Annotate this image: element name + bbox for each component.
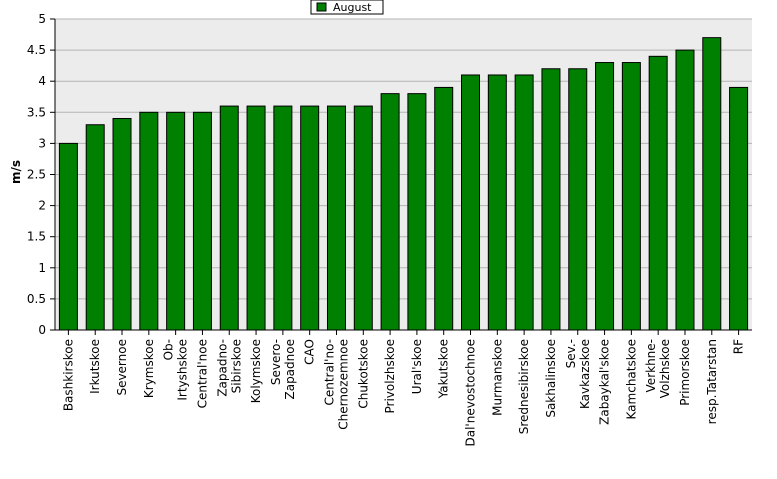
y-tick-label: 5 (38, 12, 46, 26)
bar (58, 142, 78, 331)
x-tick-label: Kolymskoe (249, 339, 263, 403)
bar (434, 86, 454, 331)
x-tick-label: Krymskoe (142, 339, 156, 398)
bar (166, 111, 186, 331)
x-tick-label: Dal'nevostochnoe (464, 339, 478, 447)
x-tick-label: Severo- (269, 339, 283, 385)
bar (595, 62, 615, 331)
x-tick-label: Murmanskoe (490, 339, 504, 416)
bar (675, 49, 695, 331)
bar (192, 111, 212, 331)
bar (326, 105, 346, 331)
x-tick-label: Chukotskoe (356, 339, 370, 409)
legend-label: August (333, 1, 372, 14)
y-tick-label: 4.5 (27, 43, 46, 57)
legend: August (310, 0, 384, 15)
bar (729, 86, 749, 331)
bar (139, 111, 159, 331)
x-tick-label: Srednesibirskoe (517, 339, 531, 434)
x-tick-label: Primorskoe (678, 339, 692, 406)
x-tick-label: Verkhne- (644, 339, 658, 392)
x-tick-label: Kavkazskoe (578, 339, 592, 409)
x-tick-label: Chernozemnoe (336, 339, 350, 430)
bar (300, 105, 320, 331)
y-tick-label: 3.5 (27, 105, 46, 119)
bar (112, 118, 132, 331)
bar (380, 93, 400, 331)
bar (487, 74, 507, 331)
y-tick-label: 1.5 (27, 230, 46, 244)
bar (353, 105, 373, 331)
bar (407, 93, 427, 331)
x-tick-label: Zabaykal'skoe (598, 339, 612, 425)
x-tick-label: Sibirskoe (229, 339, 243, 393)
y-tick-label: 4 (38, 74, 46, 88)
y-tick-labels: 0 0.5 1 1.5 2 2.5 3 3.5 4 4.5 5 (27, 12, 55, 337)
y-tick-label: 2 (38, 199, 46, 213)
y-tick-label: 3 (38, 136, 46, 150)
bar (702, 37, 722, 331)
bar (273, 105, 293, 331)
bar (648, 55, 668, 331)
x-tick-labels: Bashkirskoe Irkutskoe Severnoe Krymskoe Ob- I… (61, 330, 746, 447)
x-tick-label: RF (732, 339, 746, 354)
bar (514, 74, 534, 331)
legend-box (310, 0, 384, 15)
y-tick-label: 0.5 (27, 292, 46, 306)
bar (461, 74, 481, 331)
legend-swatch (316, 2, 327, 12)
y-tick-label: 1 (38, 261, 46, 275)
bar (621, 62, 641, 331)
x-tick-label: CAO (303, 339, 317, 365)
x-tick-label: Kamchatskoe (624, 339, 638, 419)
bar (219, 105, 239, 331)
x-tick-label: Sev.- (564, 339, 578, 368)
x-tick-label: Yakutskoe (437, 339, 451, 399)
x-tick-label: Ob- (162, 339, 176, 360)
x-tick-label: Irtyshskoe (176, 339, 190, 401)
x-tick-label: Severnoe (115, 339, 129, 396)
bars (58, 37, 749, 331)
bar (541, 68, 561, 331)
x-tick-label: Sakhalinskoe (544, 339, 558, 418)
y-tick-label: 2.5 (27, 168, 46, 182)
x-tick-label: Volzhskoe (658, 339, 672, 398)
y-axis-label: m/s (9, 160, 23, 184)
bar (85, 124, 105, 331)
x-tick-label: Ural'skoe (410, 339, 424, 394)
bar (568, 68, 588, 331)
x-tick-label: Zapadnoe (283, 339, 297, 400)
y-tick-label: 0 (38, 323, 46, 337)
x-tick-label: Privolzhskoe (383, 339, 397, 413)
x-tick-label: Bashkirskoe (61, 339, 75, 411)
x-tick-label: resp.Tatarstan (705, 339, 719, 424)
x-tick-label: Central'no- (322, 339, 336, 406)
x-tick-label: Central'noe (195, 339, 209, 408)
x-tick-label: Irkutskoe (88, 339, 102, 394)
bar (246, 105, 266, 331)
x-tick-label: Zapadno- (215, 339, 229, 397)
